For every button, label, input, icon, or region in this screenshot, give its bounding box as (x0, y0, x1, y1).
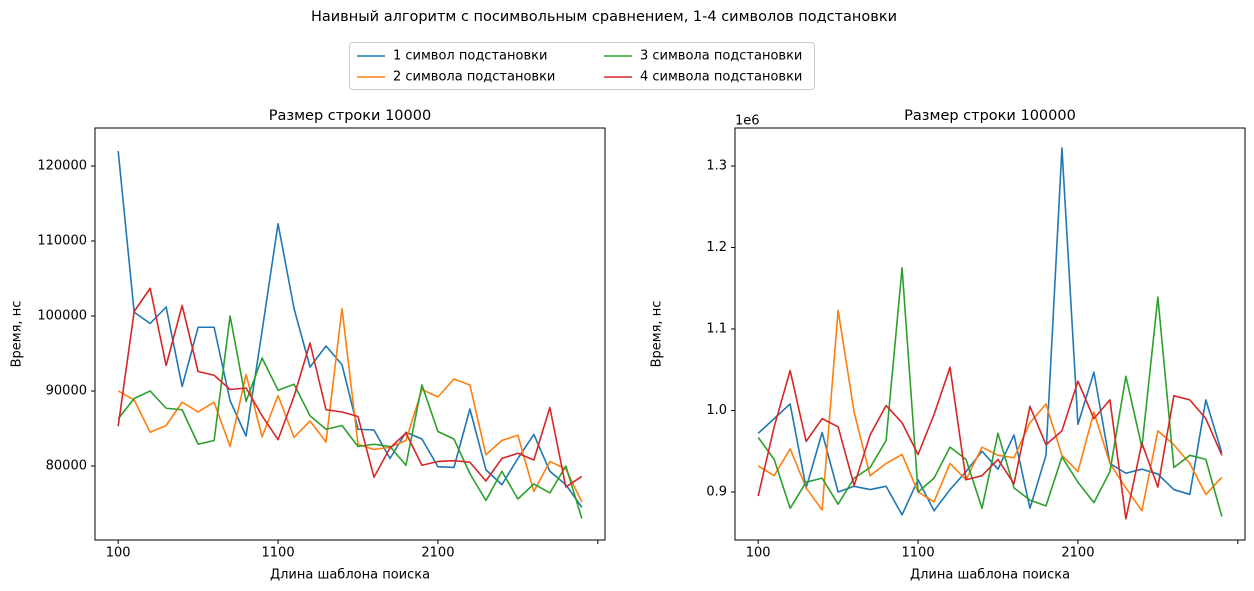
x-axis-label: Длина шаблона поиска (270, 568, 430, 583)
y-tick-label: 1.2 (706, 240, 727, 255)
legend-label: 4 символа подстановки (640, 70, 802, 85)
series-line (757, 309, 1223, 512)
x-axis-label: Длина шаблона поиска (910, 568, 1070, 583)
x-tick-label: 100 (106, 546, 131, 561)
y-tick-label: 100000 (37, 309, 87, 324)
y-axis-label: Время, нс (10, 301, 25, 368)
x-tick-label: 2100 (421, 546, 454, 561)
axes-title: Размер строки 100000 (904, 108, 1076, 124)
series-line (117, 150, 583, 508)
y-tick-label: 0.9 (706, 484, 727, 499)
y-tick-label: 90000 (46, 383, 87, 398)
offset-label: 1e6 (735, 114, 760, 129)
series-line (117, 315, 583, 519)
figure-title: Наивный алгоритм с посимвольным сравнени… (311, 9, 897, 25)
y-tick-label: 1.3 (706, 158, 727, 173)
axes-title: Размер строки 10000 (269, 108, 431, 124)
y-tick-label: 1.0 (706, 403, 727, 418)
y-tick-label: 120000 (37, 159, 87, 174)
x-tick-label: 100 (746, 546, 771, 561)
y-axis-label: Время, нс (650, 301, 665, 368)
series-line (117, 287, 583, 488)
axes-frame (94, 127, 606, 541)
series-line (757, 366, 1223, 520)
x-tick-label: 1100 (262, 546, 295, 561)
series-line (117, 307, 583, 503)
legend-label: 3 символа подстановки (640, 49, 802, 64)
legend-box (349, 42, 815, 90)
x-tick-label: 1100 (902, 546, 935, 561)
series-line (757, 267, 1223, 517)
series-line (757, 147, 1223, 516)
x-tick-label: 2100 (1061, 546, 1094, 561)
y-tick-label: 110000 (37, 234, 87, 249)
y-tick-label: 1.1 (706, 321, 727, 336)
legend-label: 2 символа подстановки (393, 70, 555, 85)
legend-label: 1 символ подстановки (393, 49, 547, 64)
axes-frame (734, 127, 1246, 541)
y-tick-label: 80000 (46, 458, 87, 473)
